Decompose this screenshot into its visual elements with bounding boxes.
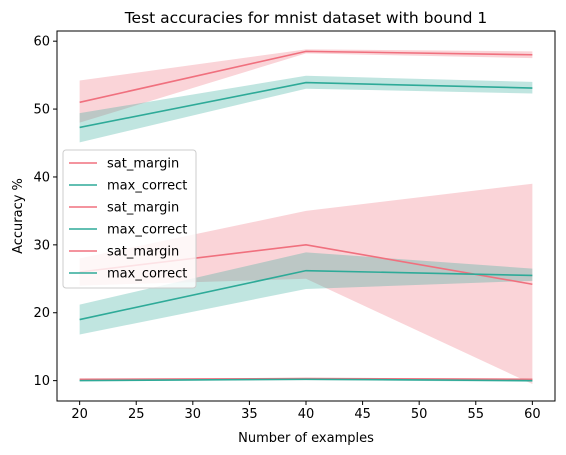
y-tick-label: 50 (33, 103, 50, 118)
y-tick-label: 20 (33, 306, 50, 321)
x-tick-label: 60 (524, 407, 541, 422)
line-max_correct-5 (79, 378, 533, 382)
band-sat_margin-2 (79, 183, 533, 385)
y-tick-label: 60 (33, 35, 50, 50)
legend-entry: max_correct (107, 179, 187, 194)
y-axis-label: Accuracy % (11, 178, 26, 254)
x-axis-label: Number of examples (238, 431, 374, 446)
y-tick-label: 40 (33, 170, 50, 185)
legend-entry: sat_margin (107, 245, 179, 260)
x-tick-label: 35 (241, 407, 258, 422)
line-max_correct-1 (79, 81, 533, 129)
y-tick-label: 10 (33, 374, 50, 389)
x-tick-label: 20 (71, 407, 88, 422)
legend-entry: max_correct (107, 223, 187, 238)
legend: sat_margin max_correct sat_margin max_corre… (62, 149, 197, 289)
legend-entry: max_correct (107, 267, 187, 282)
x-tick-label: 55 (467, 407, 484, 422)
x-tick-label: 40 (298, 407, 315, 422)
line-sat_margin-0 (79, 50, 533, 104)
legend-entry: sat_margin (107, 157, 179, 172)
y-axis-ticks: 10 20 30 40 50 60 (33, 35, 57, 389)
band-sat_margin-0 (79, 49, 533, 123)
x-tick-label: 30 (185, 407, 202, 422)
x-axis-ticks: 20 25 30 35 40 45 50 55 60 (71, 401, 541, 422)
x-tick-label: 25 (128, 407, 145, 422)
legend-entry: sat_margin (107, 201, 179, 216)
x-tick-label: 50 (411, 407, 428, 422)
y-tick-label: 30 (33, 238, 50, 253)
line-max_correct-3 (79, 269, 533, 321)
x-tick-label: 45 (354, 407, 371, 422)
chart-title: Test accuracies for mnist dataset with b… (124, 9, 488, 27)
